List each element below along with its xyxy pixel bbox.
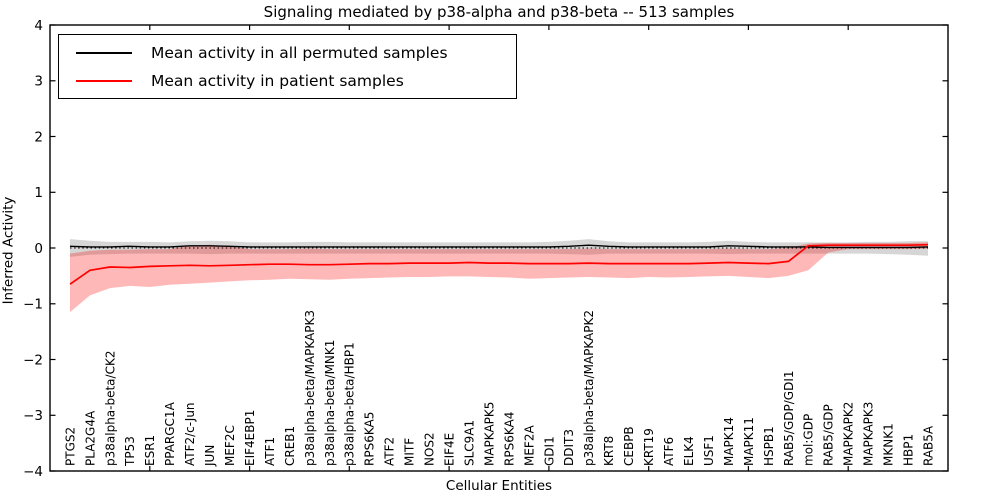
y-tick-label: −2 xyxy=(23,352,43,368)
x-tick-label: DDIT3 xyxy=(562,429,576,466)
x-tick-label: CREB1 xyxy=(283,426,297,466)
x-tick-label: p38alpha-beta/HBP1 xyxy=(343,342,357,466)
y-tick-label: 1 xyxy=(34,185,43,201)
x-tick-label: USF1 xyxy=(702,435,716,466)
x-tick-label: NOS2 xyxy=(423,432,437,466)
x-tick-label: KRT19 xyxy=(642,428,656,466)
x-tick-label: GDI1 xyxy=(542,436,556,466)
y-tick-label: 0 xyxy=(34,241,43,257)
legend-line-patient-icon xyxy=(76,79,132,82)
x-tick-label: HBP1 xyxy=(902,434,916,466)
x-axis-label: Cellular Entities xyxy=(445,478,553,494)
legend-item-permuted: Mean activity in all permuted samples xyxy=(76,42,516,63)
x-tick-label: TP53 xyxy=(123,436,137,467)
x-tick-label: ESR1 xyxy=(143,435,157,466)
legend-item-patient: Mean activity in patient samples xyxy=(76,70,516,91)
x-tick-label: EIF4E xyxy=(443,433,457,466)
y-tick-label: −3 xyxy=(23,408,43,424)
x-tick-label: ATF2 xyxy=(383,437,397,466)
y-tick-label: 2 xyxy=(34,129,43,145)
x-tick-label: MAPK11 xyxy=(742,417,756,466)
x-tick-label: PPARGC1A xyxy=(163,401,177,466)
x-tick-label: KRT8 xyxy=(602,436,616,466)
x-tick-label: MEF2A xyxy=(522,425,536,466)
x-tick-label: ATF1 xyxy=(263,437,277,466)
x-tick-label: EIF4EBP1 xyxy=(243,410,257,466)
x-tick-label: MAPKAPK2 xyxy=(842,402,856,466)
x-tick-label: p38alpha-beta/MNK1 xyxy=(323,340,337,466)
x-tick-label: ELK4 xyxy=(682,436,696,466)
confidence-band-0 xyxy=(70,239,928,257)
y-tick-label: −4 xyxy=(23,464,43,480)
x-tick-label: p38alpha-beta/MAPKAPK3 xyxy=(303,310,317,466)
x-tick-label: CEBPB xyxy=(622,426,636,466)
x-tick-label: JUN xyxy=(203,445,217,467)
y-tick-label: −1 xyxy=(23,297,43,313)
confidence-band-1 xyxy=(70,242,928,313)
y-tick-label: 4 xyxy=(34,18,43,34)
x-tick-label: ATF2/c-Jun xyxy=(183,402,197,466)
legend-label-permuted: Mean activity in all permuted samples xyxy=(151,43,448,62)
chart-title: Signaling mediated by p38-alpha and p38-… xyxy=(263,3,735,21)
x-tick-label: MAPKAPK5 xyxy=(482,402,496,466)
x-tick-label: RPS6KA4 xyxy=(502,412,516,466)
x-tick-label: MEF2C xyxy=(223,425,237,466)
x-tick-label: RPS6KA5 xyxy=(363,412,377,466)
x-tick-label: PTGS2 xyxy=(63,427,77,466)
x-tick-label: MAPK14 xyxy=(722,417,736,466)
x-tick-label: mol:GDP xyxy=(802,414,816,466)
x-tick-label: MITF xyxy=(403,438,417,466)
x-tick-label: RAB5/GDP xyxy=(822,404,836,466)
x-tick-label: SLC9A1 xyxy=(463,420,477,466)
x-tick-label: RAB5A xyxy=(921,425,935,466)
x-tick-label: PLA2G4A xyxy=(83,410,97,466)
series-line-patient xyxy=(69,243,929,285)
x-tick-label: p38alpha-beta/CK2 xyxy=(103,351,117,466)
legend-line-permuted-icon xyxy=(76,51,132,54)
x-tick-label: HSPB1 xyxy=(762,426,776,466)
x-tick-label: MKNK1 xyxy=(882,423,896,466)
x-tick-label: RAB5/GDP/GDI1 xyxy=(782,370,796,466)
legend: Mean activity in all permuted samples Me… xyxy=(58,34,517,99)
x-tick-label: ATF6 xyxy=(662,437,676,466)
y-tick-label: 3 xyxy=(34,74,43,90)
series-line-permuted xyxy=(69,244,929,249)
x-tick-label: p38alpha-beta/MAPKAPK2 xyxy=(582,310,596,466)
legend-label-patient: Mean activity in patient samples xyxy=(151,71,404,90)
x-tick-label: MAPKAPK3 xyxy=(862,402,876,466)
